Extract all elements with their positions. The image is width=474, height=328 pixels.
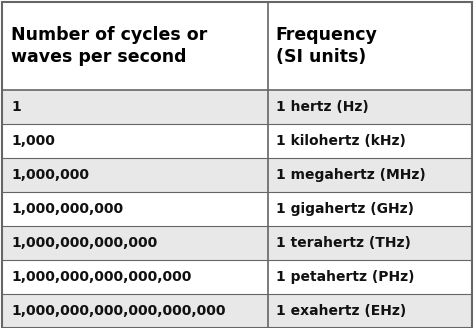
Text: 1 kilohertz (kHz): 1 kilohertz (kHz): [276, 134, 406, 148]
Text: 1,000,000: 1,000,000: [11, 168, 89, 182]
Bar: [2, 192, 267, 226]
Bar: [267, 158, 472, 192]
Text: Number of cycles or
waves per second: Number of cycles or waves per second: [11, 26, 208, 66]
Text: 1 megahertz (MHz): 1 megahertz (MHz): [276, 168, 426, 182]
Bar: [2, 2, 267, 90]
Text: 1 gigahertz (GHz): 1 gigahertz (GHz): [276, 202, 414, 216]
Bar: [2, 158, 267, 192]
Bar: [267, 2, 472, 90]
Bar: [2, 90, 267, 124]
Bar: [267, 294, 472, 328]
Text: 1 terahertz (THz): 1 terahertz (THz): [276, 236, 410, 250]
Bar: [267, 90, 472, 124]
Bar: [2, 124, 267, 158]
Bar: [267, 226, 472, 260]
Bar: [267, 124, 472, 158]
Bar: [2, 294, 267, 328]
Text: 1,000: 1,000: [11, 134, 55, 148]
Bar: [2, 226, 267, 260]
Text: 1: 1: [11, 100, 21, 114]
Text: 1,000,000,000,000,000: 1,000,000,000,000,000: [11, 270, 191, 284]
Text: 1,000,000,000,000: 1,000,000,000,000: [11, 236, 157, 250]
Bar: [267, 260, 472, 294]
Bar: [2, 260, 267, 294]
Text: 1,000,000,000: 1,000,000,000: [11, 202, 123, 216]
Text: 1 hertz (Hz): 1 hertz (Hz): [276, 100, 368, 114]
Text: Frequency
(SI units): Frequency (SI units): [276, 26, 378, 66]
Text: 1 petahertz (PHz): 1 petahertz (PHz): [276, 270, 414, 284]
Text: 1 exahertz (EHz): 1 exahertz (EHz): [276, 304, 406, 318]
Bar: [267, 192, 472, 226]
Text: 1,000,000,000,000,000,000: 1,000,000,000,000,000,000: [11, 304, 226, 318]
